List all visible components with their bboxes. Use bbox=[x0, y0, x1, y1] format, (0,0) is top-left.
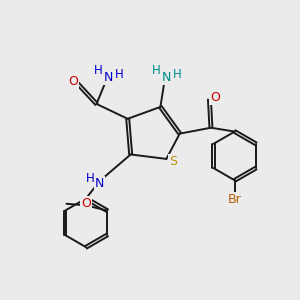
Text: Br: Br bbox=[228, 193, 242, 206]
Text: N: N bbox=[104, 71, 113, 84]
Text: N: N bbox=[162, 71, 171, 84]
Text: H: H bbox=[173, 68, 182, 81]
Text: H: H bbox=[115, 68, 124, 81]
Text: O: O bbox=[211, 91, 220, 103]
Text: H: H bbox=[94, 64, 103, 77]
Text: H: H bbox=[152, 64, 161, 77]
Text: S: S bbox=[169, 155, 177, 168]
Text: H: H bbox=[86, 172, 95, 185]
Text: N: N bbox=[95, 177, 104, 190]
Text: O: O bbox=[81, 197, 91, 210]
Text: O: O bbox=[68, 75, 78, 88]
